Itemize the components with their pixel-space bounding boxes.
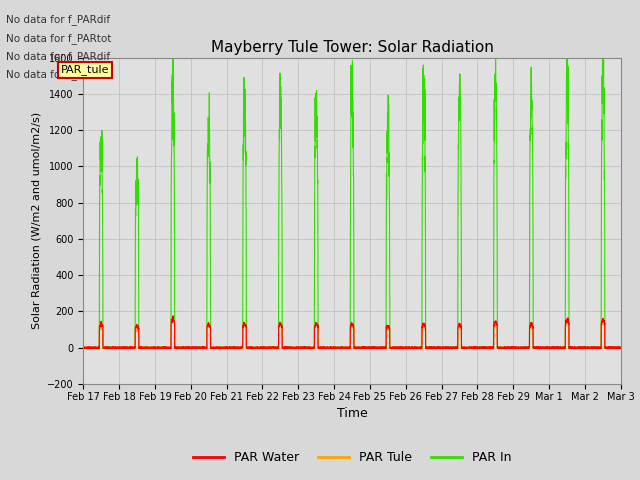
PAR In [472,344,480,350]
PAR Tule [176,344,184,350]
Text: No data for f_PARdif: No data for f_PARdif [6,14,111,25]
Line: PAR Tule: PAR Tule [83,317,621,348]
PAR In [176,345,184,350]
PAR Water [473,345,481,350]
PAR Tule [617,344,625,350]
PAR Tule [115,346,122,351]
PAR Water [169,313,177,319]
PAR In [120,346,127,351]
PAR Tule [616,345,624,351]
PAR Water [443,344,451,350]
Line: PAR In: PAR In [83,31,621,348]
Text: No data for f_PARtot: No data for f_PARtot [6,33,112,44]
Title: Mayberry Tule Tower: Solar Radiation: Mayberry Tule Tower: Solar Radiation [211,40,493,55]
PAR Water [281,346,289,351]
PAR In [503,345,511,351]
PAR Water [332,346,340,351]
PAR Water [79,345,87,351]
Y-axis label: Solar Radiation (W/m2 and umol/m2/s): Solar Radiation (W/m2 and umol/m2/s) [31,112,42,329]
PAR Tule [79,345,87,351]
PAR Tule [473,346,481,351]
X-axis label: Time: Time [337,407,367,420]
Text: No data for f_PARdif: No data for f_PARdif [6,51,111,62]
PAR Water [503,345,511,351]
PAR Water [176,344,184,350]
PAR In [616,345,624,350]
PAR In [617,345,625,350]
PAR Tule [332,346,340,351]
PAR Tule [169,314,177,320]
PAR In [332,344,340,350]
Legend: PAR Water, PAR Tule, PAR In: PAR Water, PAR Tule, PAR In [188,446,516,469]
Text: No data for f_PARtot: No data for f_PARtot [6,69,112,80]
PAR In [79,345,87,351]
PAR Tule [443,346,451,351]
PAR In [599,28,607,34]
PAR Water [616,346,624,351]
Line: PAR Water: PAR Water [83,316,621,348]
PAR Tule [503,346,511,351]
PAR In [443,345,451,351]
Text: PAR_tule: PAR_tule [61,64,109,75]
PAR Water [617,345,625,350]
